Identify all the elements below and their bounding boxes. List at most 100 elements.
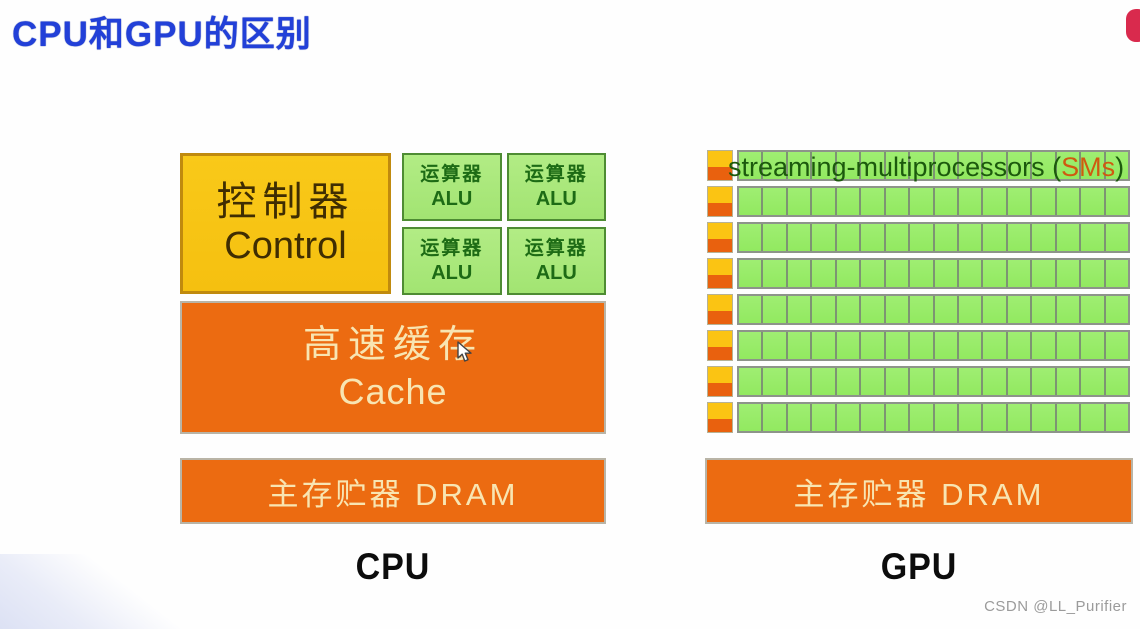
gpu-sm-cache-cell — [708, 310, 732, 324]
alu-label-en: ALU — [431, 262, 473, 285]
gpu-alu-cell — [958, 188, 984, 215]
cpu-label: CPU — [355, 546, 431, 587]
gpu-alu-cell — [739, 332, 764, 359]
gpu-alu-cell — [1007, 332, 1033, 359]
gpu-alu-cell — [787, 368, 813, 395]
gpu-alu-cell — [836, 332, 862, 359]
gpu-sm-row — [707, 222, 1130, 253]
gpu-sm-control-cache-block — [707, 366, 733, 397]
gpu-sm-control-cell — [708, 151, 732, 167]
gpu-alu-cell — [1032, 332, 1057, 359]
gpu-alu-cell — [763, 260, 788, 287]
gpu-alu-cell — [934, 260, 959, 287]
gpu-alu-cell — [836, 404, 862, 431]
gpu-alu-cell — [1007, 296, 1033, 323]
gpu-dram-box: 主存贮器 DRAM — [705, 458, 1133, 524]
gpu-alu-cell — [1007, 260, 1033, 287]
cpu-cache-box: 高速缓存 Cache — [180, 301, 606, 434]
gpu-alu-cell — [1056, 296, 1082, 323]
cpu-dram-label: 主存贮器 DRAM — [267, 476, 519, 512]
gpu-sm-row — [707, 186, 1130, 217]
gpu-sm-control-cache-block — [707, 186, 733, 217]
gpu-alu-cell — [812, 152, 837, 179]
gpu-alu-cell — [1105, 404, 1128, 431]
sm-caption-prefix: streaming-multiprocessors ( — [728, 152, 1062, 182]
gpu-alu-cell — [958, 152, 984, 179]
gpu-alu-cell — [1007, 152, 1033, 179]
gpu-sm-cache-cell — [708, 202, 732, 216]
gpu-label: GPU — [880, 546, 958, 587]
alu-label-zh: 运算器 — [524, 237, 588, 259]
gpu-alu-cell — [910, 296, 935, 323]
gpu-sm-row — [707, 150, 1130, 181]
gpu-alu-cell — [739, 368, 764, 395]
gpu-alu-cell — [787, 224, 813, 251]
gpu-alu-cell — [1081, 188, 1106, 215]
gpu-alu-cell — [1032, 224, 1057, 251]
gpu-alu-cell — [787, 188, 813, 215]
gpu-alu-cell — [958, 332, 984, 359]
gpu-sm-row — [707, 258, 1130, 289]
gpu-alu-cell — [739, 224, 764, 251]
gpu-alu-cell — [1105, 368, 1128, 395]
gpu-alu-cell — [934, 224, 959, 251]
gpu-alu-cell — [885, 188, 911, 215]
gpu-alu-strip — [737, 150, 1130, 181]
alu-label-en: ALU — [535, 262, 577, 285]
gpu-sm-control-cache-block — [707, 402, 733, 433]
gpu-alu-cell — [812, 224, 837, 251]
gpu-alu-cell — [983, 368, 1008, 395]
cpu-dram-box: 主存贮器 DRAM — [180, 458, 606, 524]
gpu-alu-strip — [737, 402, 1130, 433]
gpu-alu-cell — [763, 152, 788, 179]
gpu-alu-strip — [737, 366, 1130, 397]
alu-label-en: ALU — [431, 188, 473, 211]
gpu-alu-cell — [836, 296, 862, 323]
gpu-sm-caption: streaming-multiprocessors (SMs) — [728, 152, 1124, 183]
gpu-alu-strip — [737, 258, 1130, 289]
gpu-alu-cell — [885, 404, 911, 431]
gpu-alu-cell — [763, 188, 788, 215]
gpu-alu-cell — [836, 152, 862, 179]
cpu-alu-box: 运算器 ALU — [506, 153, 606, 221]
gpu-alu-cell — [1081, 152, 1106, 179]
gpu-alu-cell — [861, 296, 886, 323]
gpu-alu-cell — [983, 152, 1008, 179]
gpu-alu-strip — [737, 294, 1130, 325]
recording-badge-icon — [1126, 9, 1140, 42]
cpu-alu-box: 运算器 ALU — [506, 227, 606, 295]
gpu-sm-control-cache-block — [707, 222, 733, 253]
gpu-alu-cell — [1081, 260, 1106, 287]
gpu-alu-cell — [861, 368, 886, 395]
gpu-alu-cell — [910, 368, 935, 395]
gpu-alu-cell — [934, 368, 959, 395]
gpu-alu-cell — [836, 224, 862, 251]
cpu-cache-label-en: Cache — [338, 370, 448, 412]
gpu-alu-cell — [861, 332, 886, 359]
gpu-alu-cell — [812, 368, 837, 395]
gpu-alu-cell — [910, 188, 935, 215]
gpu-alu-cell — [739, 404, 764, 431]
gpu-alu-cell — [958, 404, 984, 431]
gpu-alu-cell — [885, 296, 911, 323]
cpu-control-box: 控制器 Control — [180, 153, 391, 294]
gpu-sm-control-cache-block — [707, 150, 733, 181]
gpu-alu-cell — [787, 260, 813, 287]
gpu-alu-cell — [958, 368, 984, 395]
gpu-alu-cell — [1056, 404, 1082, 431]
gpu-sm-control-cell — [708, 403, 732, 419]
sm-caption-highlight: SMs — [1061, 152, 1116, 182]
gpu-alu-cell — [885, 368, 911, 395]
gpu-alu-cell — [983, 404, 1008, 431]
gpu-alu-cell — [836, 260, 862, 287]
gpu-alu-cell — [812, 260, 837, 287]
gpu-alu-cell — [763, 332, 788, 359]
gpu-alu-cell — [739, 152, 764, 179]
gpu-alu-cell — [983, 260, 1008, 287]
gpu-alu-cell — [787, 404, 813, 431]
gpu-alu-cell — [1081, 368, 1106, 395]
gpu-alu-cell — [885, 152, 911, 179]
cpu-alu-box: 运算器 ALU — [402, 227, 502, 295]
gpu-alu-cell — [934, 152, 959, 179]
gpu-sm-control-cell — [708, 295, 732, 311]
